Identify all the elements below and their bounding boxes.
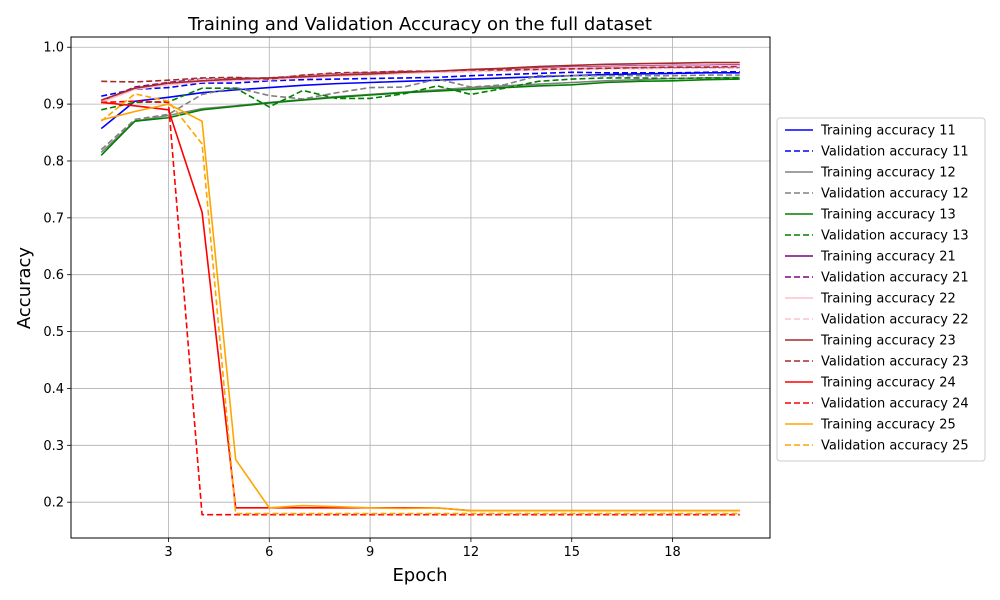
legend-label: Training accuracy 23: [820, 334, 956, 349]
legend-label: Validation accuracy 13: [821, 229, 969, 244]
legend: Training accuracy 11 Validation accuracy …: [776, 117, 986, 462]
chart-title: Training and Validation Accuracy on the …: [187, 14, 652, 35]
series-lines: [100, 61, 740, 516]
y-tick-label: 0.4: [43, 382, 64, 397]
grid: [71, 37, 770, 538]
legend-label: Training accuracy 11: [820, 124, 956, 139]
legend-label: Validation accuracy 11: [821, 145, 969, 160]
legend-label: Validation accuracy 22: [821, 313, 969, 328]
plot-frame: [70, 36, 771, 539]
x-tick-label: 12: [463, 545, 480, 560]
series-line-5: [100, 78, 740, 156]
axis-ticks: 3 6 9 12 15 18 0.2 0.3 0.4 0.5 0.6 0.7 0.8 0.9 1.0: [43, 41, 681, 560]
x-tick-label: 9: [366, 545, 374, 560]
series-line-16: [100, 93, 740, 515]
legend-label: Training accuracy 12: [820, 166, 956, 181]
x-tick-label: 18: [664, 545, 681, 560]
y-tick-label: 0.8: [43, 154, 64, 169]
x-tick-label: 15: [563, 545, 580, 560]
y-axis-title: Accuracy: [14, 247, 35, 330]
series-line-10: [100, 67, 740, 102]
legend-label: Validation accuracy 25: [821, 439, 969, 454]
series-line-9: [100, 64, 740, 104]
legend-label: Training accuracy 24: [820, 376, 956, 391]
series-line-1: [100, 72, 740, 130]
y-tick-label: 1.0: [43, 41, 64, 56]
y-tick-label: 0.6: [43, 268, 64, 283]
legend-label: Training accuracy 25: [820, 418, 956, 433]
y-tick-label: 0.9: [43, 98, 64, 113]
y-tick-label: 0.3: [43, 439, 64, 454]
legend-label: Training accuracy 13: [820, 208, 956, 223]
legend-label: Training accuracy 22: [820, 292, 956, 307]
legend-label: Validation accuracy 23: [821, 355, 969, 370]
y-tick-label: 0.5: [43, 325, 64, 340]
legend-label: Training accuracy 21: [820, 250, 956, 265]
x-axis-title: Epoch: [392, 565, 447, 586]
y-tick-label: 0.2: [43, 496, 64, 511]
series-line-3: [100, 76, 740, 154]
x-tick-label: 6: [265, 545, 273, 560]
series-line-2: [101, 70, 740, 97]
series-line-15: [101, 103, 740, 512]
series-line-12: [101, 65, 740, 83]
legend-label: Validation accuracy 12: [821, 187, 969, 202]
y-tick-label: 0.7: [43, 211, 64, 226]
legend-label: Validation accuracy 21: [821, 271, 969, 286]
x-tick-label: 3: [164, 545, 172, 560]
legend-box: [776, 117, 986, 462]
legend-label: Validation accuracy 24: [821, 397, 969, 412]
series-line-14: [101, 100, 740, 516]
series-line-6: [101, 77, 740, 111]
